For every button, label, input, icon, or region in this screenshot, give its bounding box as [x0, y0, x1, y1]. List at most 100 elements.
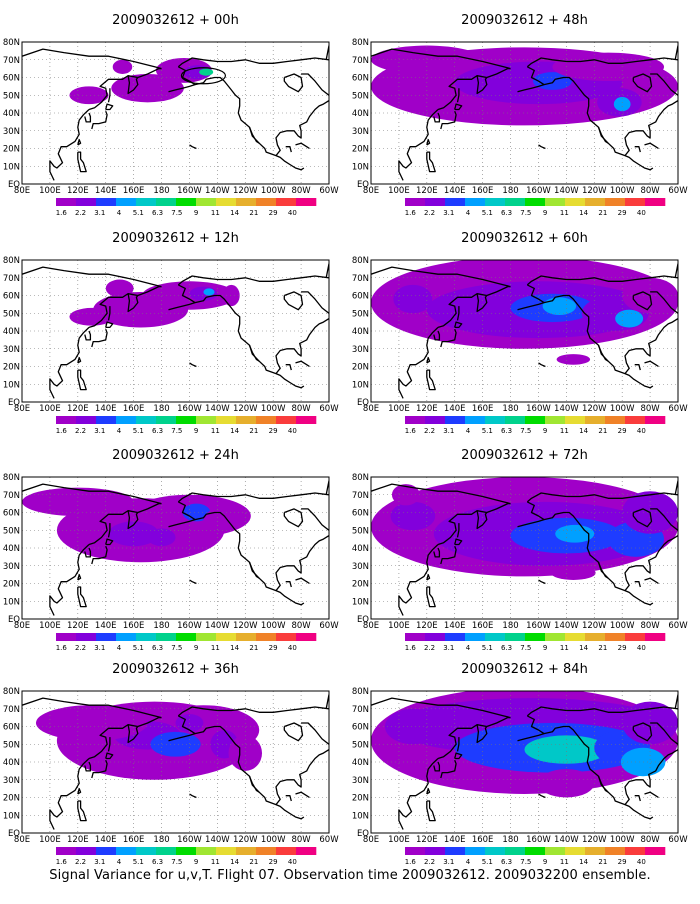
colorbar-swatch: [196, 633, 217, 641]
colorbar-label: 1.6: [405, 427, 417, 435]
colorbar-swatch: [465, 847, 486, 855]
panel-title: 2009032612 + 84h: [461, 662, 588, 677]
coastline: [301, 722, 329, 745]
y-tick-label: EQ: [357, 829, 369, 839]
colorbar-swatch: [276, 416, 297, 424]
colorbar-swatch: [256, 847, 277, 855]
coastline: [84, 112, 92, 123]
coastline: [295, 360, 310, 368]
map-panel: 2009032612 + 72h 80E 100E 120E 140E 160E 180 16…: [352, 448, 688, 652]
x-tick-label: 120E: [416, 404, 438, 414]
coastline: [527, 501, 654, 606]
map-panel: 2009032612 + 84h 80E 100E 120E 140E 160E 180 16…: [352, 662, 688, 866]
variance-contour: [613, 97, 631, 112]
coastline: [49, 544, 90, 616]
x-tick-label: 120E: [67, 621, 89, 631]
coastline: [371, 266, 511, 288]
colorbar-swatch: [136, 847, 157, 855]
colorbar-swatch: [445, 416, 466, 424]
x-tick-label: 60W: [668, 186, 688, 196]
colorbar-label: 7.5: [171, 644, 182, 652]
coastline: [634, 795, 641, 802]
map-frame: [370, 476, 679, 620]
x-tick-label: 80W: [291, 186, 311, 196]
colorbar-swatch: [216, 416, 237, 424]
coastline: [22, 697, 162, 719]
y-tick-label: 30N: [352, 345, 369, 355]
colorbar-swatch: [136, 416, 157, 424]
variance-field: [22, 691, 329, 833]
colorbar-label: 5.1: [133, 858, 144, 866]
colorbar-label: 29: [618, 209, 627, 217]
coastline: [650, 722, 678, 745]
coastline: [178, 284, 305, 389]
y-tick-label: 70N: [352, 491, 369, 501]
colorbar-swatch: [505, 416, 526, 424]
coastline: [77, 787, 82, 795]
coastline: [177, 492, 329, 503]
colorbar-swatch: [425, 633, 446, 641]
x-tick-label: 140W: [554, 186, 579, 196]
y-tick-label: 10N: [3, 162, 20, 172]
colorbar-swatch: [645, 198, 666, 206]
coastline: [301, 73, 329, 96]
panel-title: 2009032612 + 36h: [112, 662, 239, 677]
colorbar-swatch: [216, 633, 237, 641]
y-tick-label: 70N: [352, 705, 369, 715]
colorbar-swatch: [296, 847, 317, 855]
coastline: [526, 275, 678, 286]
coastline: [437, 716, 511, 760]
colorbar-swatch: [525, 416, 546, 424]
y-tick-label: 60N: [352, 509, 369, 519]
colorbar-swatch: [405, 847, 426, 855]
colorbar-label: 9: [194, 427, 198, 435]
x-tick-label: 120W: [582, 404, 607, 414]
colorbar-swatch: [505, 633, 526, 641]
colorbar-swatch: [176, 416, 197, 424]
x-tick-label: 60W: [668, 621, 688, 631]
y-tick-label: 30N: [352, 127, 369, 137]
y-tick-label: 60N: [3, 723, 20, 733]
variance-contour: [222, 284, 240, 307]
variance-contour: [615, 309, 644, 328]
colorbar-label: 1.6: [56, 858, 68, 866]
coastline: [644, 791, 659, 799]
y-tick-label: 50N: [3, 309, 20, 319]
variance-field: [371, 42, 678, 184]
x-tick-label: 120W: [582, 621, 607, 631]
colorbar-label: 2.2: [75, 644, 86, 652]
colorbar-label: 3.1: [443, 644, 454, 652]
colorbar-label: 2.2: [424, 427, 435, 435]
colorbar-label: 9: [543, 427, 547, 435]
colorbar-swatch: [525, 198, 546, 206]
coastline: [632, 291, 653, 311]
coastline: [440, 328, 457, 348]
y-tick-label: 30N: [3, 127, 20, 137]
coastline: [517, 518, 545, 528]
y-tick-label: 10N: [3, 811, 20, 821]
y-tick-label: 50N: [3, 740, 20, 750]
coastline: [527, 284, 654, 389]
coastline: [526, 57, 678, 68]
colorbar-label: 21: [249, 427, 258, 435]
y-tick-label: 70N: [3, 56, 20, 66]
colorbar-swatch: [256, 633, 277, 641]
x-tick-label: 160W: [177, 835, 202, 845]
colorbar-label: 6.3: [501, 644, 512, 652]
colorbar-label: 6.3: [501, 209, 512, 217]
colorbar-swatch: [585, 416, 606, 424]
coastline: [248, 775, 260, 793]
y-tick-label: EQ: [8, 180, 20, 190]
coastline: [91, 328, 108, 348]
coastline: [275, 535, 329, 592]
coastline: [77, 573, 82, 581]
y-tick-label: 70N: [3, 705, 20, 715]
coastline: [77, 369, 87, 391]
y-tick-label: 60N: [3, 74, 20, 84]
x-tick-label: 60W: [319, 621, 339, 631]
x-tick-label: 160W: [526, 621, 551, 631]
coastline: [634, 364, 641, 371]
x-tick-label: 80E: [363, 621, 379, 631]
colorbar-swatch: [56, 416, 77, 424]
colorbar-swatch: [465, 198, 486, 206]
